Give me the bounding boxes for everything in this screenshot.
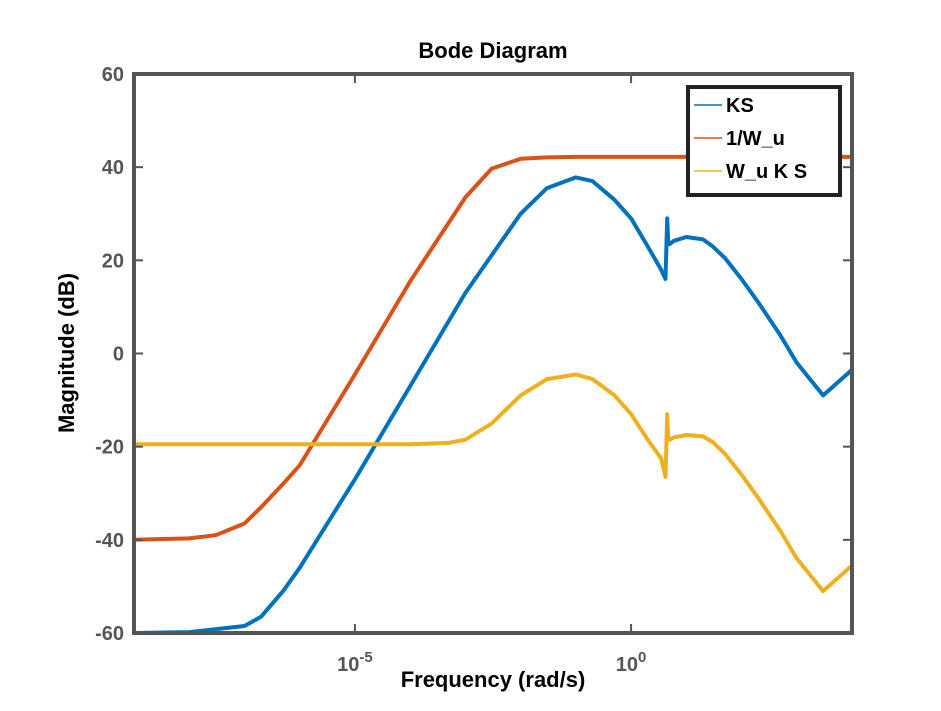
legend-label-0: KS: [726, 95, 754, 117]
y-tick-label-3: 0: [113, 344, 124, 366]
x-axis-label: Frequency (rad/s): [401, 667, 586, 692]
legend-label-1: 1/W_u: [726, 128, 785, 150]
legend-entries: KS 1/W_u W_u K S: [694, 95, 807, 183]
series-line-0: [134, 175, 852, 633]
y-axis-label: Magnitude (dB): [54, 273, 79, 433]
y-tick-label-0: 60: [102, 64, 124, 86]
legend-label-2: W_u K S: [726, 161, 807, 183]
y-tick-label-2: 20: [102, 250, 124, 272]
y-tick-label-1: 40: [102, 157, 124, 179]
y-tick-label-4: -20: [95, 437, 124, 459]
y-tick-label-6: -60: [95, 623, 124, 645]
chart-title: Bode Diagram: [418, 38, 567, 63]
y-tick-label-5: -40: [95, 530, 124, 552]
series-line-2: [134, 372, 852, 594]
legend: KS 1/W_u W_u K S: [686, 85, 842, 197]
plot-frame: [132, 72, 854, 635]
